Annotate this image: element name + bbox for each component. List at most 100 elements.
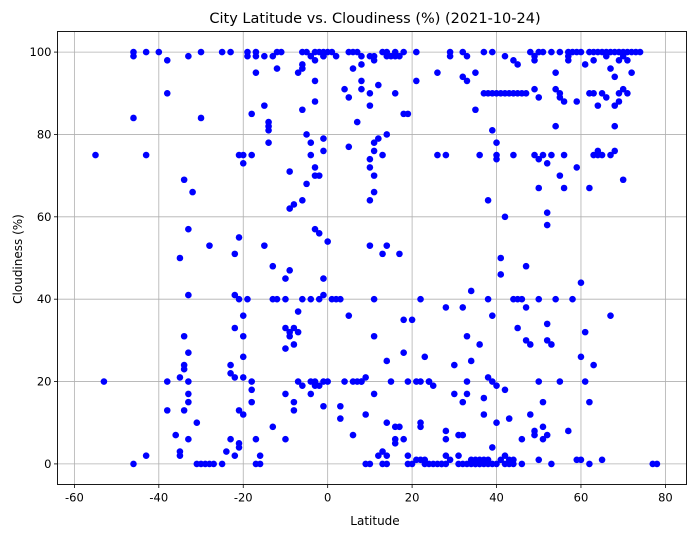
data-point bbox=[320, 275, 327, 282]
data-point bbox=[130, 114, 137, 122]
data-point bbox=[577, 48, 585, 56]
data-point bbox=[282, 435, 289, 443]
data-point bbox=[396, 423, 403, 431]
data-point bbox=[467, 287, 475, 295]
data-point bbox=[581, 378, 589, 385]
data-point bbox=[434, 151, 441, 159]
y-axis-ticks: 0 20 40 60 80 100 bbox=[30, 45, 58, 471]
y-tick-label: 80 bbox=[37, 127, 52, 141]
data-point bbox=[459, 398, 467, 406]
data-point bbox=[510, 151, 517, 159]
data-point bbox=[163, 89, 171, 97]
data-point bbox=[598, 456, 606, 464]
data-point bbox=[543, 221, 551, 229]
data-point bbox=[311, 164, 319, 171]
data-point bbox=[628, 69, 635, 76]
data-point bbox=[320, 135, 327, 142]
data-point bbox=[522, 337, 530, 344]
data-point bbox=[531, 85, 538, 93]
data-point bbox=[615, 89, 623, 97]
data-point bbox=[586, 398, 593, 406]
data-point bbox=[223, 448, 230, 455]
data-point bbox=[459, 304, 467, 311]
data-point bbox=[408, 460, 416, 468]
data-point bbox=[231, 250, 239, 258]
data-point bbox=[227, 48, 234, 56]
data-point bbox=[624, 89, 631, 97]
data-point bbox=[564, 57, 572, 64]
data-point bbox=[413, 48, 420, 56]
data-point bbox=[358, 77, 365, 85]
data-point bbox=[535, 94, 543, 101]
data-point bbox=[543, 431, 551, 439]
data-point bbox=[375, 452, 382, 459]
data-point bbox=[286, 168, 293, 175]
data-point bbox=[100, 378, 108, 385]
data-point bbox=[577, 353, 585, 361]
data-point bbox=[290, 201, 298, 208]
data-point bbox=[180, 332, 188, 340]
data-point bbox=[531, 151, 538, 159]
data-point bbox=[489, 48, 496, 56]
data-point bbox=[239, 151, 247, 159]
data-point bbox=[400, 48, 407, 56]
data-point bbox=[493, 419, 500, 427]
data-point bbox=[514, 324, 521, 332]
data-point bbox=[366, 155, 374, 163]
data-point bbox=[261, 102, 268, 109]
data-point bbox=[366, 460, 374, 468]
data-point bbox=[324, 238, 331, 245]
data-point bbox=[282, 324, 289, 332]
data-point bbox=[463, 77, 471, 85]
data-point bbox=[543, 159, 551, 167]
data-point bbox=[383, 357, 391, 365]
data-point bbox=[383, 242, 391, 249]
data-point bbox=[189, 188, 196, 196]
data-point bbox=[510, 460, 517, 468]
data-point bbox=[311, 57, 319, 64]
data-point bbox=[180, 176, 188, 184]
data-point bbox=[315, 382, 323, 389]
x-tick-label: 60 bbox=[574, 491, 589, 505]
data-point bbox=[328, 48, 336, 56]
data-point bbox=[362, 411, 369, 418]
data-point bbox=[510, 57, 517, 64]
data-point bbox=[332, 52, 340, 60]
data-point bbox=[176, 374, 184, 381]
data-point bbox=[501, 386, 509, 394]
data-point bbox=[391, 440, 399, 447]
data-point bbox=[311, 77, 319, 85]
data-point bbox=[489, 127, 496, 134]
data-point bbox=[320, 291, 327, 299]
data-point bbox=[239, 374, 247, 381]
data-point bbox=[442, 427, 450, 435]
data-point bbox=[560, 151, 568, 159]
data-point bbox=[299, 295, 306, 303]
data-point bbox=[379, 448, 386, 455]
data-point bbox=[446, 48, 454, 56]
data-point bbox=[155, 48, 163, 56]
data-point bbox=[527, 48, 534, 56]
data-point bbox=[185, 390, 192, 398]
data-point bbox=[197, 114, 205, 122]
x-tick-label: 0 bbox=[324, 491, 331, 505]
y-axis-label: Cloudiness (%) bbox=[11, 214, 25, 304]
data-point bbox=[303, 180, 310, 188]
data-point bbox=[290, 407, 298, 414]
data-point bbox=[252, 69, 260, 76]
chart-title: City Latitude vs. Cloudiness (%) (2021-1… bbox=[209, 11, 540, 27]
data-point bbox=[602, 52, 610, 60]
data-point bbox=[353, 118, 361, 126]
data-point bbox=[463, 378, 471, 385]
data-point bbox=[619, 176, 627, 184]
data-point bbox=[307, 390, 315, 398]
data-point bbox=[311, 98, 319, 105]
data-point bbox=[619, 85, 627, 93]
data-point bbox=[451, 361, 458, 369]
data-point bbox=[375, 135, 382, 142]
data-point bbox=[417, 295, 424, 303]
data-point bbox=[370, 295, 378, 303]
x-tick-label: -20 bbox=[234, 491, 253, 505]
data-point bbox=[185, 349, 192, 357]
data-point bbox=[282, 295, 289, 303]
